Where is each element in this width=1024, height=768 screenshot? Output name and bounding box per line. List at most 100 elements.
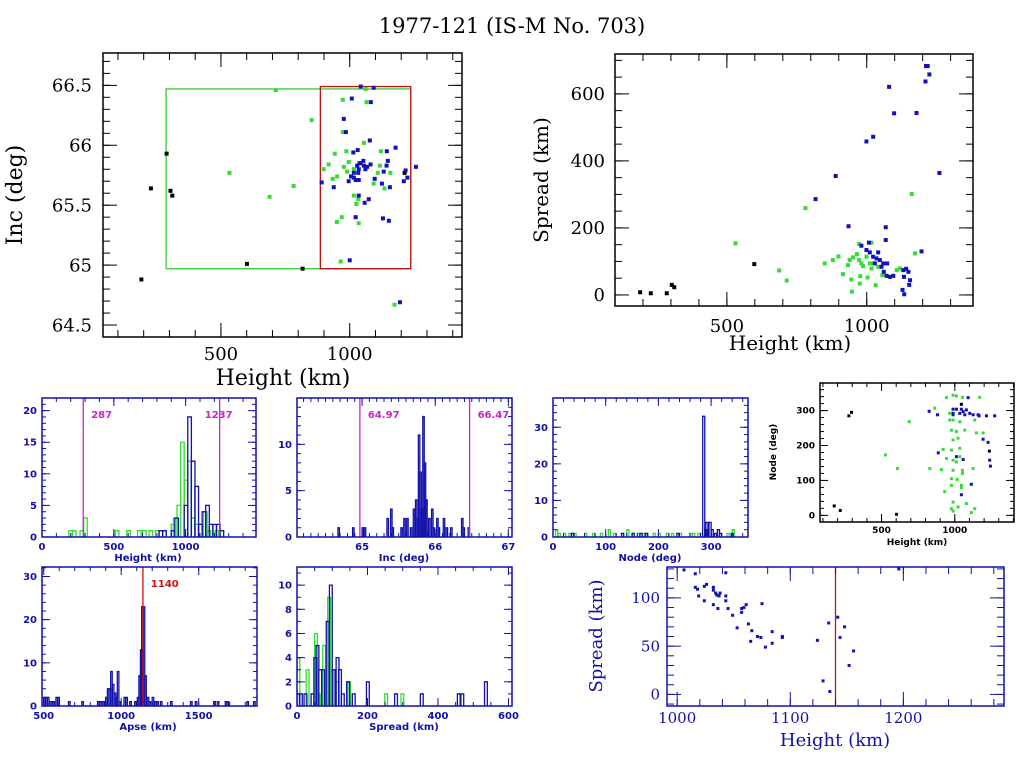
data-point — [402, 170, 407, 175]
data-point — [948, 411, 952, 415]
y-tick-label: 200 — [796, 442, 815, 452]
data-point — [380, 216, 385, 221]
y-axis-label: Spread (km) — [529, 117, 553, 243]
plot-area — [832, 393, 997, 516]
y-tick-label: 65.5 — [52, 195, 92, 216]
data-point — [851, 255, 856, 260]
x-tick-label: 200 — [357, 711, 378, 722]
data-point — [379, 181, 384, 186]
y-tick-label: 0 — [541, 533, 548, 544]
data-point — [958, 446, 962, 450]
y-tick-label: 65 — [69, 255, 92, 276]
data-point — [964, 501, 968, 505]
data-point — [828, 690, 832, 694]
x-tick-label: 0 — [39, 542, 46, 553]
data-point — [244, 261, 249, 266]
histogram-bin — [114, 530, 120, 537]
x-axis-label: Inc (deg) — [379, 553, 430, 564]
data-point — [960, 471, 964, 475]
y-tick-label: 0 — [650, 686, 660, 704]
histogram-bin — [321, 669, 326, 706]
data-point — [914, 110, 919, 115]
histogram-bin — [400, 527, 403, 537]
data-point — [770, 641, 774, 645]
data-point — [331, 185, 336, 190]
plot-frame — [296, 566, 513, 707]
data-point — [981, 431, 985, 435]
data-point — [891, 273, 896, 278]
data-point — [319, 180, 324, 185]
data-point — [291, 184, 296, 189]
histogram-bin — [129, 701, 132, 706]
data-point — [951, 407, 955, 411]
data-point — [894, 512, 898, 516]
histogram-bin — [159, 701, 163, 706]
histogram-bin — [151, 696, 155, 706]
histogram-bin — [554, 529, 559, 537]
data-point — [349, 174, 354, 179]
data-point — [401, 179, 406, 184]
y-tick-label: 10 — [23, 658, 37, 669]
data-point — [267, 194, 272, 199]
data-point — [377, 163, 382, 168]
data-point — [936, 451, 940, 455]
data-point — [830, 258, 835, 263]
data-point — [355, 148, 360, 153]
data-point — [924, 64, 929, 69]
data-point — [971, 467, 975, 471]
node-hist-panel: 0 100 200 300 0 10 20 30 Node (deg) — [534, 397, 749, 564]
data-point — [387, 185, 392, 190]
histogram-bin — [460, 693, 465, 706]
histogram-bin — [305, 669, 310, 706]
data-point — [951, 413, 955, 417]
histogram-bin — [430, 508, 434, 537]
data-point — [392, 302, 397, 307]
data-point — [887, 274, 892, 279]
x-axis-label: Node (deg) — [619, 553, 682, 564]
data-point — [330, 176, 335, 181]
data-point — [388, 170, 393, 175]
plot-area — [43, 606, 256, 706]
histogram-bin — [644, 532, 648, 537]
histogram-bin — [391, 527, 395, 537]
histogram-bin — [57, 696, 61, 706]
x-tick-label: 500 — [204, 344, 238, 365]
data-point — [744, 603, 748, 607]
data-point — [937, 170, 942, 175]
data-point — [896, 467, 900, 471]
data-point — [365, 164, 370, 169]
y-tick-label: 100 — [631, 589, 660, 607]
histogram-bin — [161, 530, 167, 537]
data-point — [351, 150, 356, 155]
data-point — [371, 85, 376, 90]
data-point — [901, 268, 906, 273]
histogram-bin — [189, 701, 193, 706]
data-point — [724, 599, 728, 603]
data-point — [371, 181, 376, 186]
data-point — [375, 170, 380, 175]
data-point — [346, 179, 351, 184]
histogram-bin — [612, 532, 617, 537]
y-tick-label: 50 — [641, 637, 660, 655]
data-point — [356, 193, 361, 198]
data-point — [355, 163, 360, 168]
data-point — [956, 436, 960, 440]
data-point — [664, 291, 669, 296]
x-tick-label: 400 — [428, 711, 449, 722]
data-point — [309, 118, 314, 123]
histogram-bin — [437, 527, 441, 537]
data-point — [973, 418, 977, 422]
data-point — [897, 567, 901, 571]
data-point — [164, 151, 169, 156]
data-point — [344, 149, 349, 154]
data-point — [697, 594, 701, 598]
data-point — [873, 283, 878, 288]
data-point — [822, 261, 827, 266]
histogram-bin — [409, 527, 413, 537]
data-point — [949, 507, 953, 511]
data-point — [908, 278, 913, 283]
data-point — [693, 585, 697, 589]
x-tick-label: 1000 — [844, 316, 890, 337]
data-point — [968, 411, 972, 415]
y-tick-label: 400 — [571, 151, 605, 172]
